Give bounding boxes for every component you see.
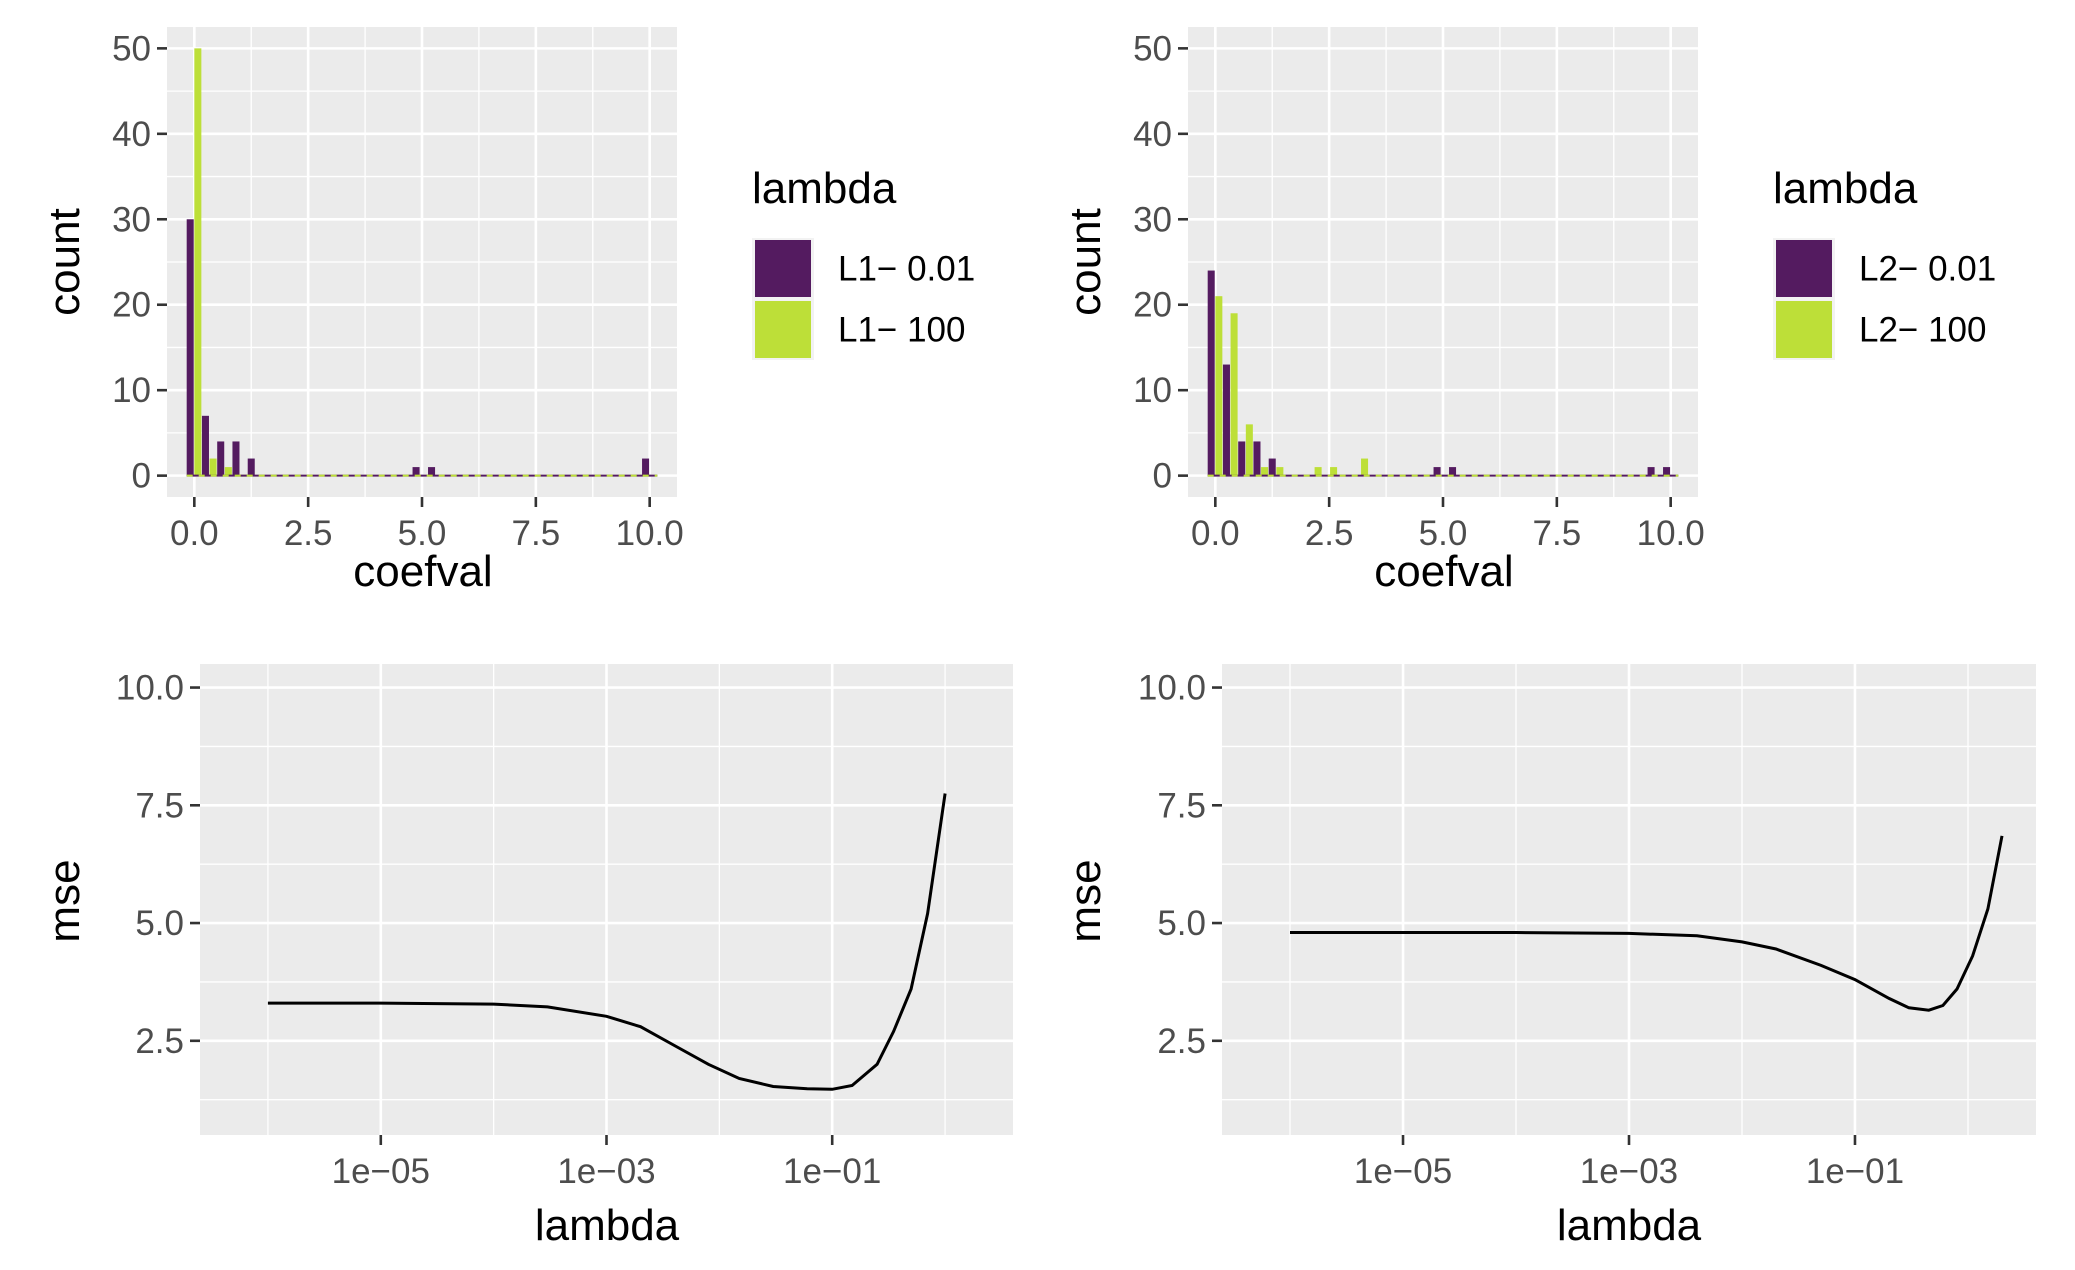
x-tick-label: 5.0 [398,514,447,553]
histogram-bar [412,467,420,476]
legend-label: L1− 0.01 [838,250,975,289]
x-tick-label: 1e−01 [783,1152,881,1191]
chart-hist-l2: 0 10 20 30 40 50 0.0 2.5 5.0 7.5 10.0 coefval count l… [1061,27,1996,596]
x-tick-label: 1e−05 [1354,1152,1452,1191]
legend-label: L2− 100 [1859,311,1987,350]
histogram-bar [428,467,436,476]
histogram-bar [1215,296,1223,476]
histogram-bar [209,458,217,476]
histogram-bar [224,467,232,476]
x-tick-label: 0.0 [170,514,219,553]
y-tick-label: 10.0 [1138,669,1206,708]
histogram-bar [1261,467,1269,476]
series-2-bars [1215,296,1369,476]
x-tick-label: 2.5 [1305,514,1354,553]
histogram-bar [1222,364,1230,476]
histogram-bar [1314,467,1322,476]
histogram-bar [1663,467,1671,476]
histogram-bar [232,441,240,476]
y-tick-label: 2.5 [1157,1022,1206,1061]
x-tick-label: 10.0 [1637,514,1705,553]
y-tick-label: 10 [112,371,151,410]
y-tick-label: 50 [1133,29,1172,68]
x-tick-label: 10.0 [616,514,684,553]
histogram-bar [201,415,209,476]
histogram-bar [1268,458,1276,476]
y-axis-title: count [1061,208,1110,316]
x-tick-label: 1e−03 [557,1152,655,1191]
y-tick-label: 40 [112,115,151,154]
y-tick-label: 5.0 [1157,904,1206,943]
legend-label: L2− 0.01 [1859,250,1996,289]
histogram-bar [1449,467,1457,476]
y-tick-label: 20 [112,286,151,325]
histogram-bar [186,219,194,476]
y-tick-label: 30 [1133,200,1172,239]
y-tick-label: 5.0 [135,904,184,943]
chart-mse-l2: 2.5 5.0 7.5 10.0 1e−05 1e−03 1e−01 lambda mse [1061,664,2036,1250]
y-axis-title: count [40,208,89,316]
histogram-bar [1238,441,1246,476]
y-tick-label: 10.0 [116,669,184,708]
chart-hist-l1: 0 10 20 30 40 50 0.0 2.5 5.0 7.5 10.0 coefval count l… [40,27,975,596]
histogram-bar [194,48,202,476]
x-axis-title: lambda [535,1201,680,1250]
y-axis-title: mse [1061,859,1110,942]
mse-line [1290,835,2004,1012]
histogram-bar [217,441,225,476]
histogram-bar [1330,467,1338,476]
y-tick-label: 2.5 [135,1022,184,1061]
x-axis-title: coefval [353,547,492,596]
histogram-bar [1245,424,1253,476]
legend: lambda L2− 0.01 L2− 100 [1773,164,1996,360]
series-1-bars [186,219,650,476]
x-tick-label: 7.5 [512,514,561,553]
mse-line [267,793,947,1091]
y-tick-label: 0 [132,457,151,496]
legend-title: lambda [752,164,897,213]
y-axis-title: mse [40,859,89,942]
legend-title: lambda [1773,164,1918,213]
x-tick-label: 5.0 [1419,514,1468,553]
x-tick-label: 7.5 [1533,514,1582,553]
histogram-bar [1207,270,1215,476]
x-tick-label: 0.0 [1191,514,1240,553]
histogram-bar [1253,441,1261,476]
x-tick-label: 1e−05 [332,1152,430,1191]
y-tick-label: 7.5 [135,786,184,825]
y-tick-label: 0 [1153,457,1172,496]
y-tick-label: 20 [1133,286,1172,325]
histogram-bar [642,458,650,476]
histogram-bar [1433,467,1441,476]
y-tick-label: 30 [112,200,151,239]
histogram-bar [1361,458,1369,476]
x-axis-title: coefval [1374,547,1513,596]
x-axis-title: lambda [1557,1201,1702,1250]
legend-key-swatch [755,301,811,358]
legend-label: L1− 100 [838,311,966,350]
legend-key-swatch [755,240,811,297]
histogram-bar [1647,467,1655,476]
x-tick-label: 2.5 [284,514,333,553]
x-tick-label: 1e−03 [1580,1152,1678,1191]
series-1-bars [1207,270,1671,476]
histogram-bar [1230,313,1238,476]
legend-key-swatch [1776,240,1832,297]
chart-mse-l1: 2.5 5.0 7.5 10.0 1e−05 1e−03 1e−01 lambda mse [40,664,1013,1250]
x-tick-label: 1e−01 [1806,1152,1904,1191]
y-tick-label: 50 [112,29,151,68]
y-tick-label: 40 [1133,115,1172,154]
histogram-bar [247,458,255,476]
y-tick-label: 10 [1133,371,1172,410]
y-tick-label: 7.5 [1157,786,1206,825]
legend-key-swatch [1776,301,1832,358]
histogram-bar [1276,467,1284,476]
legend: lambda L1− 0.01 L1− 100 [752,164,975,360]
